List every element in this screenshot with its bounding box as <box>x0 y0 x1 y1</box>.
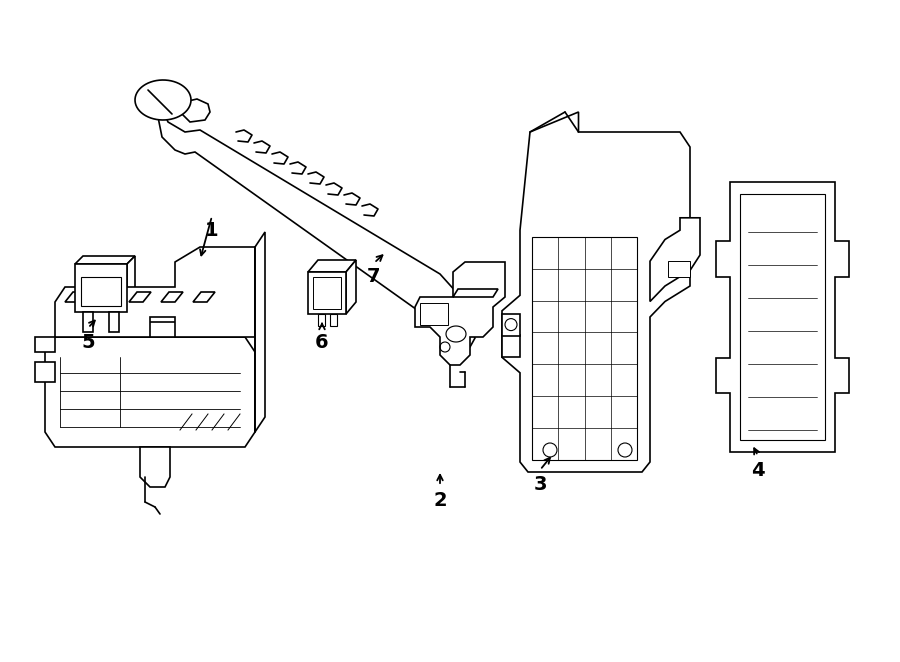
Text: 6: 6 <box>315 332 328 352</box>
Polygon shape <box>446 326 466 342</box>
Polygon shape <box>308 260 356 272</box>
Bar <box>330 314 337 326</box>
Text: 1: 1 <box>205 220 219 240</box>
Bar <box>109 312 119 332</box>
Polygon shape <box>35 337 55 352</box>
Polygon shape <box>650 218 700 301</box>
Text: 2: 2 <box>433 491 446 510</box>
Bar <box>308 272 346 314</box>
Polygon shape <box>135 80 191 120</box>
Polygon shape <box>453 289 498 297</box>
Polygon shape <box>502 112 690 472</box>
Polygon shape <box>346 260 356 314</box>
Bar <box>83 312 93 332</box>
Polygon shape <box>35 362 55 382</box>
Polygon shape <box>161 292 183 302</box>
Polygon shape <box>97 292 119 302</box>
Polygon shape <box>716 182 849 452</box>
Bar <box>740 194 825 440</box>
Polygon shape <box>45 337 255 447</box>
Polygon shape <box>502 335 520 357</box>
Text: 7: 7 <box>367 267 381 287</box>
Polygon shape <box>193 292 215 302</box>
Polygon shape <box>435 307 475 350</box>
Text: 4: 4 <box>752 461 765 479</box>
Bar <box>318 314 325 326</box>
Polygon shape <box>182 99 210 122</box>
Polygon shape <box>75 256 135 264</box>
Polygon shape <box>255 232 265 432</box>
Bar <box>81 277 121 306</box>
Text: 3: 3 <box>533 475 547 493</box>
Bar <box>668 261 690 277</box>
Polygon shape <box>129 292 151 302</box>
Text: 5: 5 <box>81 332 94 352</box>
Polygon shape <box>140 447 170 487</box>
Polygon shape <box>502 314 520 336</box>
Polygon shape <box>55 247 255 337</box>
Bar <box>420 303 448 325</box>
Polygon shape <box>55 322 255 337</box>
Polygon shape <box>158 87 465 334</box>
Polygon shape <box>65 292 87 302</box>
Bar <box>532 237 637 460</box>
Bar <box>75 264 127 312</box>
Polygon shape <box>127 256 135 312</box>
Polygon shape <box>415 262 505 365</box>
Bar <box>313 277 341 309</box>
